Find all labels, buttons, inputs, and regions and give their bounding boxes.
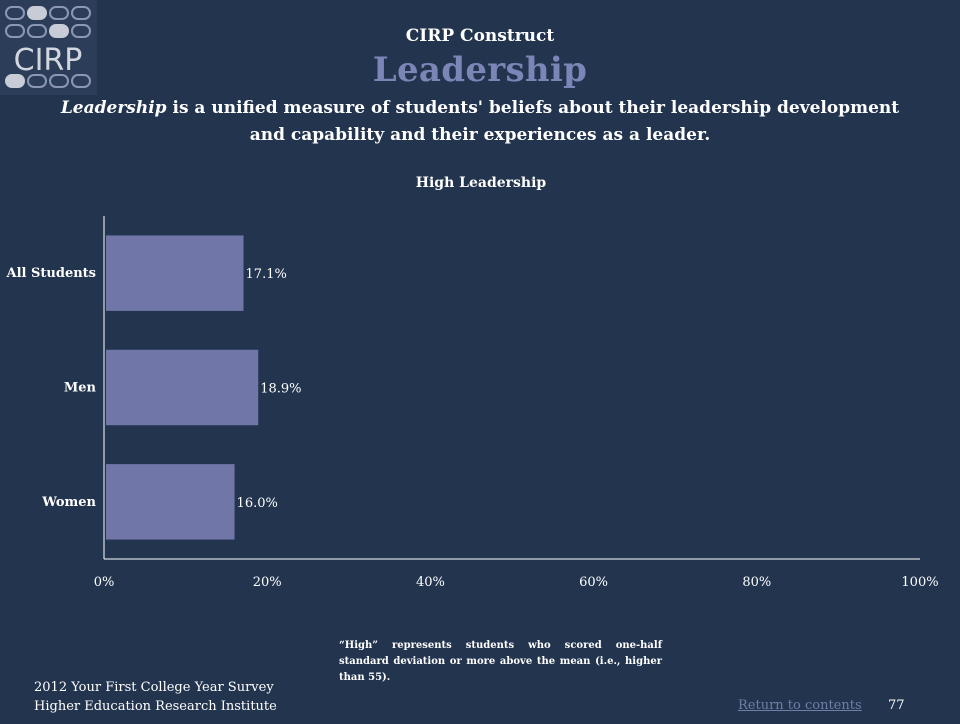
- footer-source: 2012 Your First College Year Survey High…: [34, 678, 277, 716]
- page-title: Leadership: [372, 50, 588, 90]
- footnote: “High” represents students who scored on…: [339, 640, 662, 683]
- category-label: All Students: [6, 266, 96, 281]
- footer-survey: 2012 Your First College Year Survey: [34, 680, 274, 695]
- description-text: is a unified measure of students' belief…: [166, 98, 900, 145]
- construct-label: CIRP Construct: [405, 26, 555, 46]
- bar-all-students: [106, 235, 244, 311]
- cirp-logo-graphic: CIRP: [5, 6, 91, 88]
- category-label: Men: [64, 381, 97, 396]
- x-tick-label: 20%: [253, 575, 282, 590]
- x-tick-label: 80%: [742, 575, 771, 590]
- return-to-contents-link[interactable]: Return to contents: [738, 698, 862, 713]
- construct-description: Leadership is a unified measure of stude…: [60, 95, 900, 149]
- logo-text: CIRP: [14, 43, 83, 78]
- data-label: 17.1%: [246, 267, 287, 282]
- x-tick-label: 60%: [579, 575, 608, 590]
- bar-men: [106, 349, 259, 426]
- cirp-logo: CIRP: [0, 0, 97, 95]
- data-label: 16.0%: [237, 496, 278, 511]
- category-label: Women: [41, 495, 96, 510]
- footer-institute: Higher Education Research Institute: [34, 699, 277, 714]
- page-number: 77: [888, 698, 905, 713]
- x-tick-label: 100%: [901, 575, 938, 590]
- data-label: 18.9%: [260, 382, 301, 397]
- x-tick-label: 40%: [416, 575, 445, 590]
- x-tick-label: 0%: [94, 575, 115, 590]
- bar-women: [106, 464, 235, 540]
- description-term: Leadership: [60, 98, 167, 118]
- chart-title: High Leadership: [416, 175, 547, 191]
